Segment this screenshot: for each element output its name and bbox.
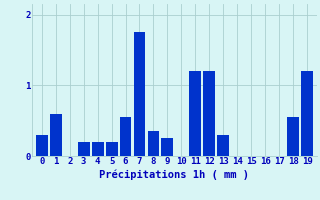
Bar [204,71,215,156]
X-axis label: Précipitations 1h ( mm ): Précipitations 1h ( mm ) [100,169,249,180]
Bar [133,32,145,156]
Bar [78,142,90,156]
Bar [92,142,104,156]
Bar [148,131,159,156]
Bar [162,138,173,156]
Bar [217,135,229,156]
Bar [120,117,132,156]
Bar [287,117,299,156]
Bar [36,135,48,156]
Bar [189,71,201,156]
Bar [50,114,62,156]
Bar [301,71,313,156]
Bar [106,142,117,156]
